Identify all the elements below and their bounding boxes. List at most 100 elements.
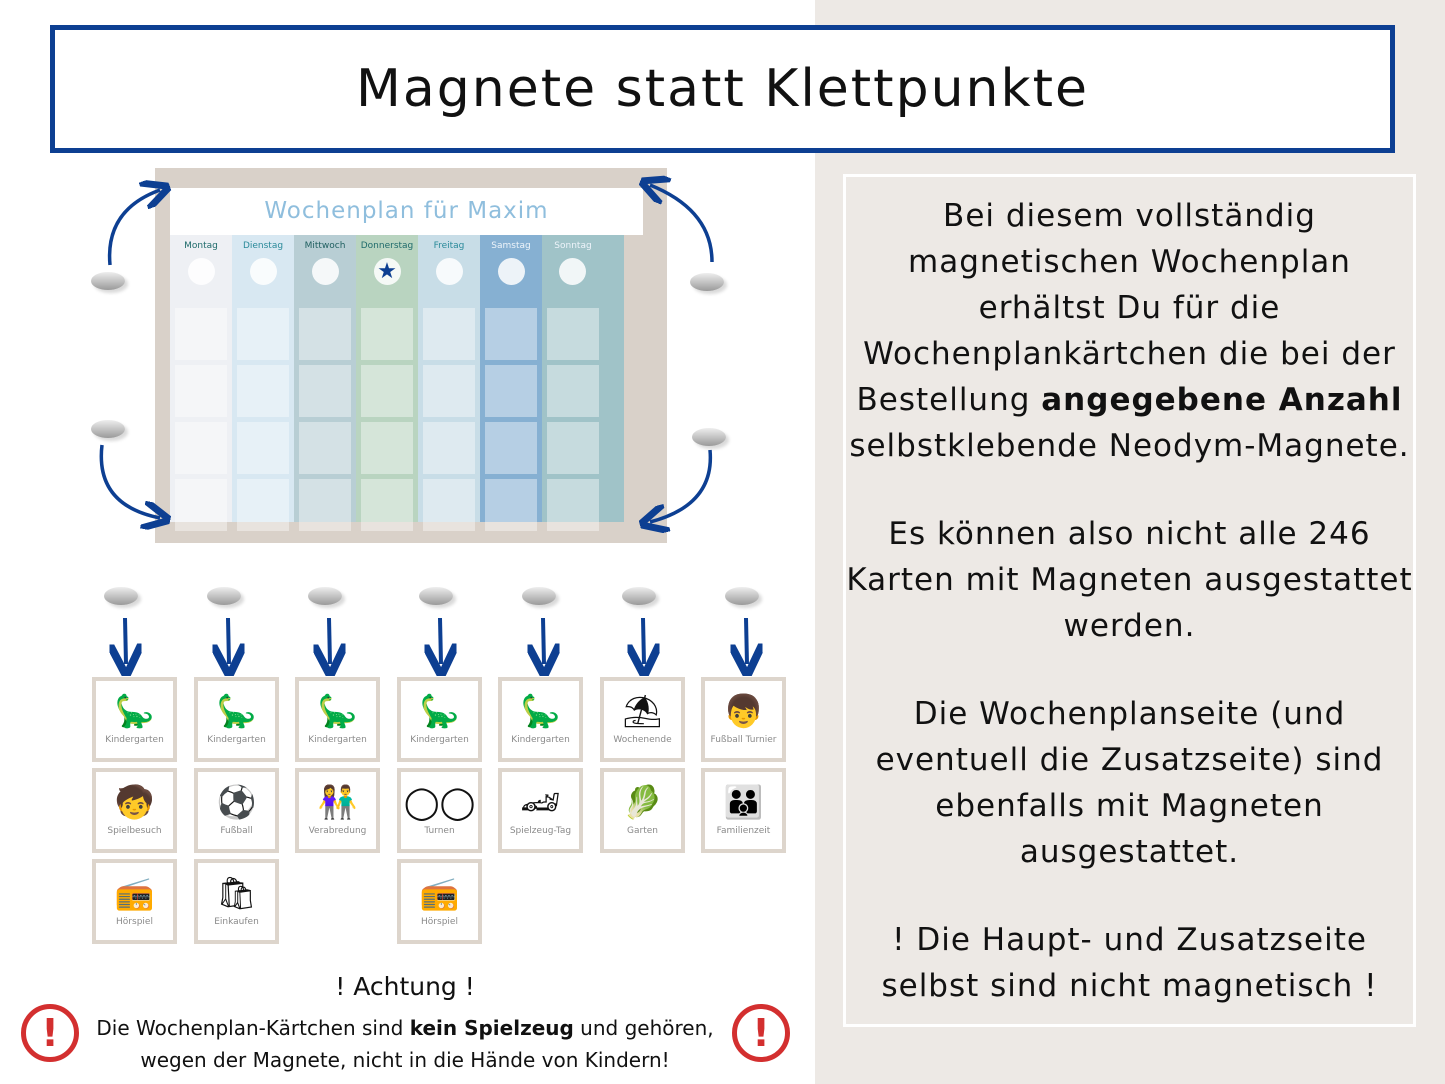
card-slot [423, 479, 475, 531]
card-label: Spielbesuch [107, 826, 162, 836]
card-slot [361, 422, 413, 474]
day-column: Mittwoch [294, 235, 356, 531]
card-illustration-icon: ⛱ [622, 692, 663, 730]
card-slot [299, 308, 351, 360]
card-illustration-icon: ◯◯ [403, 783, 476, 821]
activity-card: 🦕 Kindergarten [295, 677, 380, 762]
card-slot [547, 422, 599, 474]
card-label: Wochenende [613, 735, 672, 745]
card-illustration-icon: 🦕 [216, 692, 257, 730]
card-illustration-icon: 🛍 [216, 874, 257, 912]
status-circle [559, 258, 586, 285]
activity-card: 🛍 Einkaufen [194, 859, 279, 944]
card-label: Verabredung [308, 826, 367, 836]
curved-arrow-icon [650, 185, 714, 263]
info-paragraph: Es können also nicht alle 246 Karten mit… [846, 516, 1413, 644]
card-label: Turnen [424, 826, 455, 836]
magnet-icon [104, 587, 138, 605]
info-paragraph: Bei diesem vollständig magnetischen Woch… [849, 198, 1410, 464]
day-column: Freitag [418, 235, 480, 531]
day-column: Donnerstag ★ [356, 235, 418, 531]
curved-arrow-icon [107, 190, 160, 266]
activity-card: 🦕 Kindergarten [498, 677, 583, 762]
card-slot [175, 422, 227, 474]
day-column: Dienstag [232, 235, 294, 531]
info-paragraph: Die Wochenplanseite (und eventuell die Z… [875, 696, 1384, 870]
info-paragraph: ! Die Haupt- und Zusatzseite selbst sind… [881, 922, 1378, 1004]
card-slot [361, 479, 413, 531]
card-illustration-icon: 🦕 [520, 692, 561, 730]
status-circle [187, 258, 215, 285]
card-illustration-icon: 🏎 [520, 783, 561, 821]
warning-icon: ! [21, 1004, 79, 1062]
card-illustration-icon: 🧒 [114, 783, 155, 821]
card-slot [175, 479, 227, 531]
day-column: Montag [170, 235, 232, 531]
card-label: Familienzeit [716, 826, 771, 836]
card-illustration-icon: 🦕 [419, 692, 460, 730]
arrows-layer [99, 0, 815, 700]
card-slot [485, 422, 537, 474]
curved-arrow-icon [99, 444, 160, 518]
card-illustration-icon: 🦕 [114, 692, 155, 730]
magnet-icon [725, 587, 759, 605]
card-illustration-icon: 📻 [114, 874, 155, 912]
card-slot [237, 479, 289, 531]
magnet-icon [622, 587, 656, 605]
down-arrow-icon [329, 617, 330, 664]
card-illustration-icon: 👪 [723, 783, 764, 821]
card-illustration-icon: ⚽ [216, 783, 257, 821]
magnet-icon [308, 587, 342, 605]
day-label: Samstag [491, 241, 531, 251]
magnet-icon [690, 273, 724, 291]
card-slot [237, 365, 289, 417]
card-illustration-icon: 👦 [723, 692, 764, 730]
day-label: Sonntag [554, 241, 592, 251]
card-slot [361, 365, 413, 417]
card-slot [175, 308, 227, 360]
activity-card: 🥬 Garten [600, 768, 685, 853]
card-slot [237, 308, 289, 360]
magnet-icon [207, 587, 241, 605]
card-slot [547, 479, 599, 531]
activity-card: 👦 Fußball Turnier [701, 677, 786, 762]
day-column: Samstag [480, 235, 542, 531]
right-panel-background [815, 0, 1445, 1084]
card-illustration-icon: 👫 [317, 783, 358, 821]
card-slot [547, 308, 599, 360]
warning-text: Die Wochenplan-Kärtchen sind kein Spielz… [96, 1016, 714, 1072]
warning-icon: ! [732, 1004, 790, 1062]
card-label: Einkaufen [214, 917, 259, 927]
card-slot [175, 365, 227, 417]
activity-card: 🧒 Spielbesuch [92, 768, 177, 853]
magnet-icon [522, 587, 556, 605]
card-label: Fußball Turnier [710, 735, 777, 745]
info-text-box: Bei diesem vollständig magnetischen Woch… [843, 174, 1416, 1027]
curved-arrow-icon [650, 449, 713, 522]
card-label: Hörspiel [421, 917, 458, 927]
card-slot [485, 308, 537, 360]
activity-card: 🦕 Kindergarten [194, 677, 279, 762]
card-label: Kindergarten [308, 735, 367, 745]
activity-card: ⚽ Fußball [194, 768, 279, 853]
activity-card: ⛱ Wochenende [600, 677, 685, 762]
card-slot [299, 365, 351, 417]
planner-title: Wochenplan für Maxim [170, 188, 643, 235]
card-slot [299, 422, 351, 474]
card-label: Garten [627, 826, 658, 836]
activity-card: ◯◯ Turnen [397, 768, 482, 853]
card-label: Kindergarten [511, 735, 570, 745]
day-label: Mittwoch [304, 241, 346, 251]
weekly-planner-board: Wochenplan für Maxim Montag Dienstag Mittw… [155, 168, 667, 543]
activity-card: 🦕 Kindergarten [92, 677, 177, 762]
down-arrow-icon [125, 617, 126, 664]
card-label: Hörspiel [116, 917, 153, 927]
card-label: Spielzeug-Tag [509, 826, 572, 836]
day-label: Dienstag [242, 241, 284, 251]
page-title: Magnete statt Klettpunkte [50, 25, 1395, 153]
down-arrow-icon [228, 617, 229, 664]
card-slot [423, 365, 475, 417]
card-label: Kindergarten [207, 735, 266, 745]
activity-card: 🦕 Kindergarten [397, 677, 482, 762]
card-slot [423, 308, 475, 360]
